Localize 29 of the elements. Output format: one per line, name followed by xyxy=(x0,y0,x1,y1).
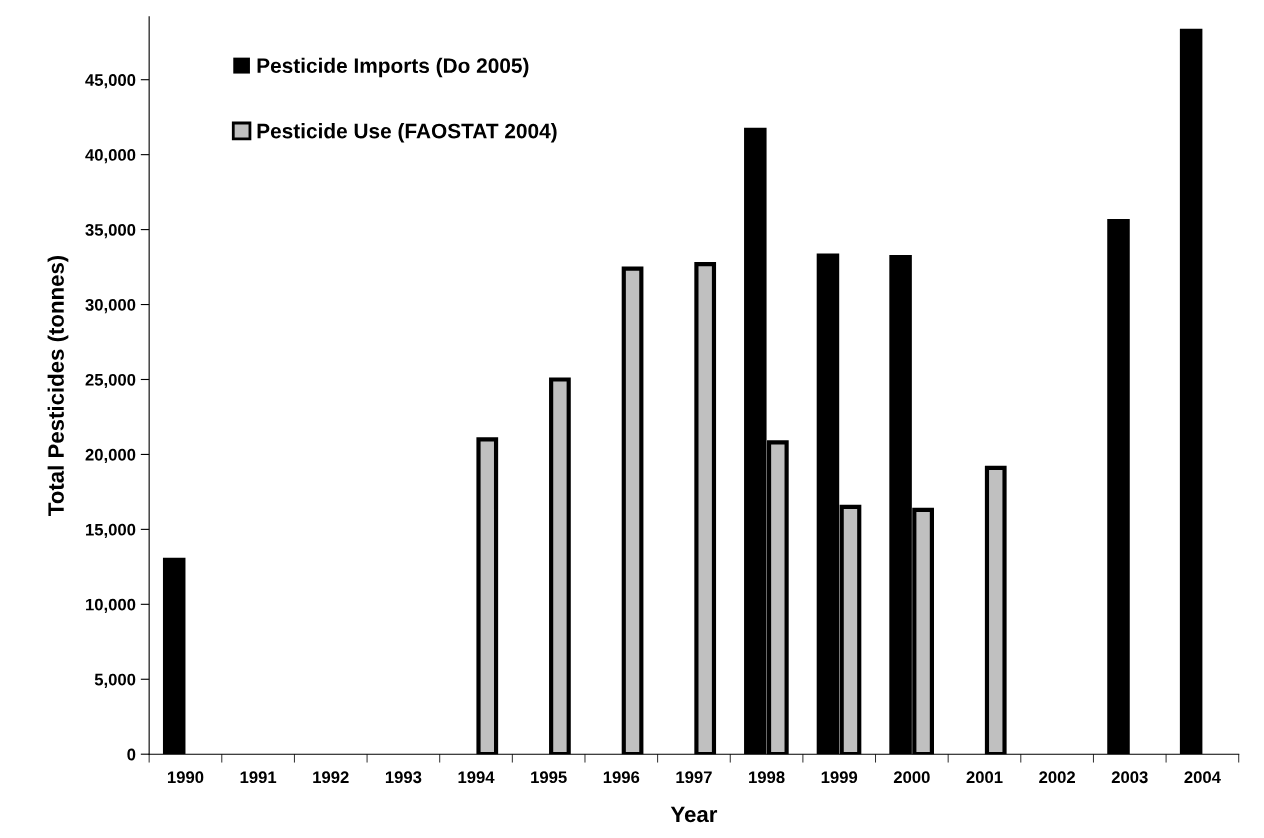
legend-label: Pesticide Imports (Do 2005) xyxy=(257,57,529,78)
y-tick-label: 45,000 xyxy=(85,74,136,89)
y-tick-label: 25,000 xyxy=(85,373,136,389)
x-tick-label: 1992 xyxy=(313,771,349,784)
y-tick-label: 20,000 xyxy=(85,448,136,464)
x-tick-label: 2003 xyxy=(1111,771,1148,784)
legend-label: Pesticide Use (FAOSTAT 2004) xyxy=(257,123,557,143)
x-tick-label: 1997 xyxy=(676,771,712,784)
x-tick-label: 1995 xyxy=(531,771,567,784)
y-tick-label: 30,000 xyxy=(85,298,136,314)
x-tick-label: 2002 xyxy=(1039,771,1075,784)
x-tick-label: 2001 xyxy=(966,771,1003,784)
x-tick-label: 1991 xyxy=(240,771,277,784)
x-tick-label: 2000 xyxy=(893,771,930,784)
y-axis-title: Total Pesticides (tonnes) xyxy=(47,255,69,516)
x-tick-label: 2004 xyxy=(1184,771,1221,784)
x-tick-label: 1993 xyxy=(385,771,422,784)
x-tick-label: 1990 xyxy=(167,771,204,784)
y-tick-label: 0 xyxy=(127,748,136,761)
x-axis-title: Year xyxy=(670,806,718,823)
y-tick-label: 10,000 xyxy=(86,598,136,613)
x-tick-label: 1999 xyxy=(821,771,858,784)
x-tick-label: 1994 xyxy=(458,771,495,784)
x-tick-label: 1996 xyxy=(603,771,640,784)
y-tick-label: 40,000 xyxy=(85,149,136,164)
y-tick-label: 35,000 xyxy=(85,224,136,239)
y-tick-label: 5,000 xyxy=(94,673,136,688)
y-tick-label: 15,000 xyxy=(86,523,136,538)
x-tick-label: 1998 xyxy=(749,771,785,784)
